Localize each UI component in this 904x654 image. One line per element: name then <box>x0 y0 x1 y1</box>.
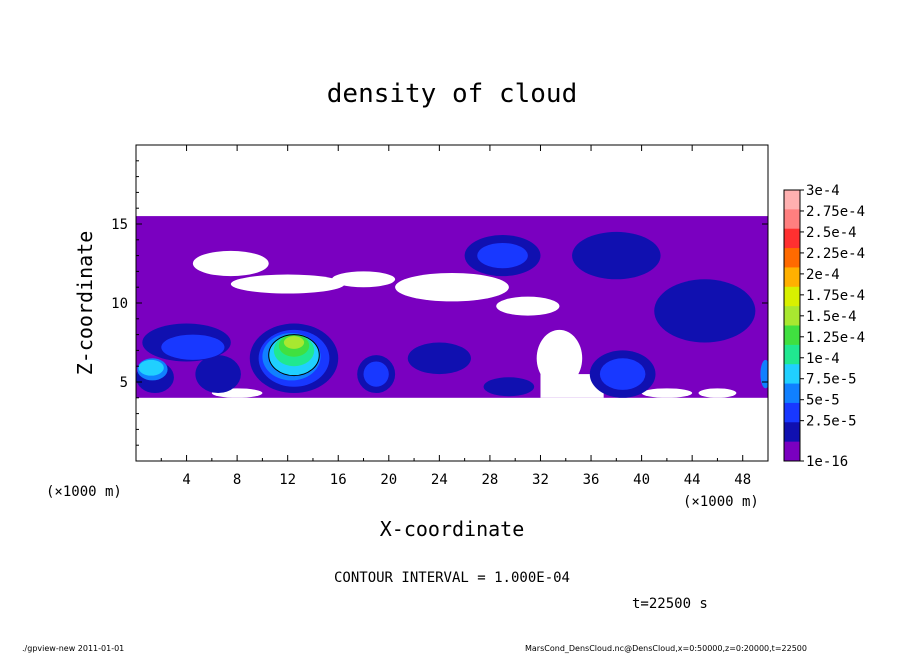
y-tick-label: 5 <box>120 375 128 391</box>
density-region-16 <box>483 377 535 397</box>
density-region-34 <box>283 336 305 349</box>
colorbar-swatch <box>784 248 800 268</box>
x-tick-label: 44 <box>684 472 701 488</box>
colorbar-label: 2.25e-4 <box>806 246 865 262</box>
density-region-25 <box>599 358 646 390</box>
density-region-7 <box>540 374 604 398</box>
colorbar-label: 1.5e-4 <box>806 309 857 325</box>
x-tick-label: 24 <box>431 472 448 488</box>
density-region-19 <box>572 231 661 280</box>
x-axis-label: X-coordinate <box>380 517 525 541</box>
colorbar-swatch <box>784 286 800 307</box>
contour-line <box>268 334 320 377</box>
density-region-10 <box>698 388 737 398</box>
time-label: t=22500 s <box>632 596 708 612</box>
y-tick-label: 15 <box>111 217 128 233</box>
density-field <box>136 216 768 398</box>
colorbar-swatch <box>784 364 800 385</box>
colorbar-label: 1e-4 <box>806 351 840 367</box>
colorbar-swatch <box>784 402 800 423</box>
density-region-1 <box>192 250 269 277</box>
y-tick-label: 10 <box>111 296 128 312</box>
x-tick-label: 36 <box>583 472 600 488</box>
x-tick-label: 8 <box>233 472 241 488</box>
x-tick-label: 4 <box>182 472 190 488</box>
x-axis: 4 8 12 16 20 24 28 32 36 40 44 48 <box>160 145 751 488</box>
colorbar-swatch <box>784 209 800 230</box>
x-tick-label: 28 <box>481 472 498 488</box>
colorbar-label: 1e-16 <box>806 454 848 470</box>
colorbar-label: 2e-4 <box>806 267 840 283</box>
x-tick-label: 48 <box>734 472 751 488</box>
colorbar-swatch <box>784 190 800 210</box>
x-tick-label: 16 <box>330 472 347 488</box>
colorbar-swatch <box>784 383 800 404</box>
density-region-9 <box>641 388 693 398</box>
density-region-20 <box>654 279 756 343</box>
contour-interval-text: CONTOUR INTERVAL = 1.000E-04 <box>334 570 570 586</box>
chart-title: density of cloud <box>327 79 577 109</box>
x-tick-label: 32 <box>532 472 549 488</box>
density-region-5 <box>496 296 560 316</box>
density-region-29 <box>760 359 768 389</box>
colorbar-label: 7.5e-5 <box>806 372 857 388</box>
footer-left: ./gpview-new 2011-01-01 <box>22 644 124 653</box>
colorbar-swatch <box>784 441 800 462</box>
x-tick-label: 12 <box>279 472 296 488</box>
x-tick-label: 20 <box>380 472 397 488</box>
colorbar-label: 3e-4 <box>806 183 840 199</box>
density-region-4 <box>395 272 509 302</box>
colorbar-label: 2.75e-4 <box>806 204 865 220</box>
density-region-2 <box>230 274 345 294</box>
x-unit-label-left: (×1000 m) <box>46 484 122 500</box>
colorbar-swatch <box>784 325 800 346</box>
density-region-21 <box>407 342 471 375</box>
colorbar-label: 1.75e-4 <box>806 288 865 304</box>
density-region-13 <box>195 355 241 394</box>
y-axis-label: Z-coordinate <box>73 231 97 376</box>
colorbar-swatch <box>784 344 800 365</box>
colorbar-label: 1.25e-4 <box>806 330 865 346</box>
colorbar-swatch <box>784 267 800 288</box>
colorbar-swatch <box>784 422 800 443</box>
y-axis: 5 10 15 <box>111 160 768 446</box>
x-tick-label: 40 <box>633 472 650 488</box>
colorbar-swatch <box>784 228 800 249</box>
colorbar-label: 2.5e-5 <box>806 414 857 430</box>
colorbar-label: 2.5e-4 <box>806 225 857 241</box>
density-region-24 <box>363 361 389 387</box>
density-region-22 <box>161 334 225 360</box>
density-region-30 <box>138 359 164 376</box>
footer-right: MarsCond_DensCloud.nc@DensCloud,x=0:5000… <box>525 644 807 653</box>
colorbar-label: 5e-5 <box>806 393 840 409</box>
density-region-6 <box>536 329 583 387</box>
density-region-26 <box>477 242 528 269</box>
colorbar: 3e-4 2.75e-4 2.5e-4 2.25e-4 2e-4 1.75e-4 1.5e-… <box>783 183 865 470</box>
colorbar-swatch <box>784 306 800 326</box>
x-unit-label-right: (×1000 m) <box>683 494 759 510</box>
density-region-3 <box>331 271 396 288</box>
colorbar-frame <box>783 189 801 462</box>
